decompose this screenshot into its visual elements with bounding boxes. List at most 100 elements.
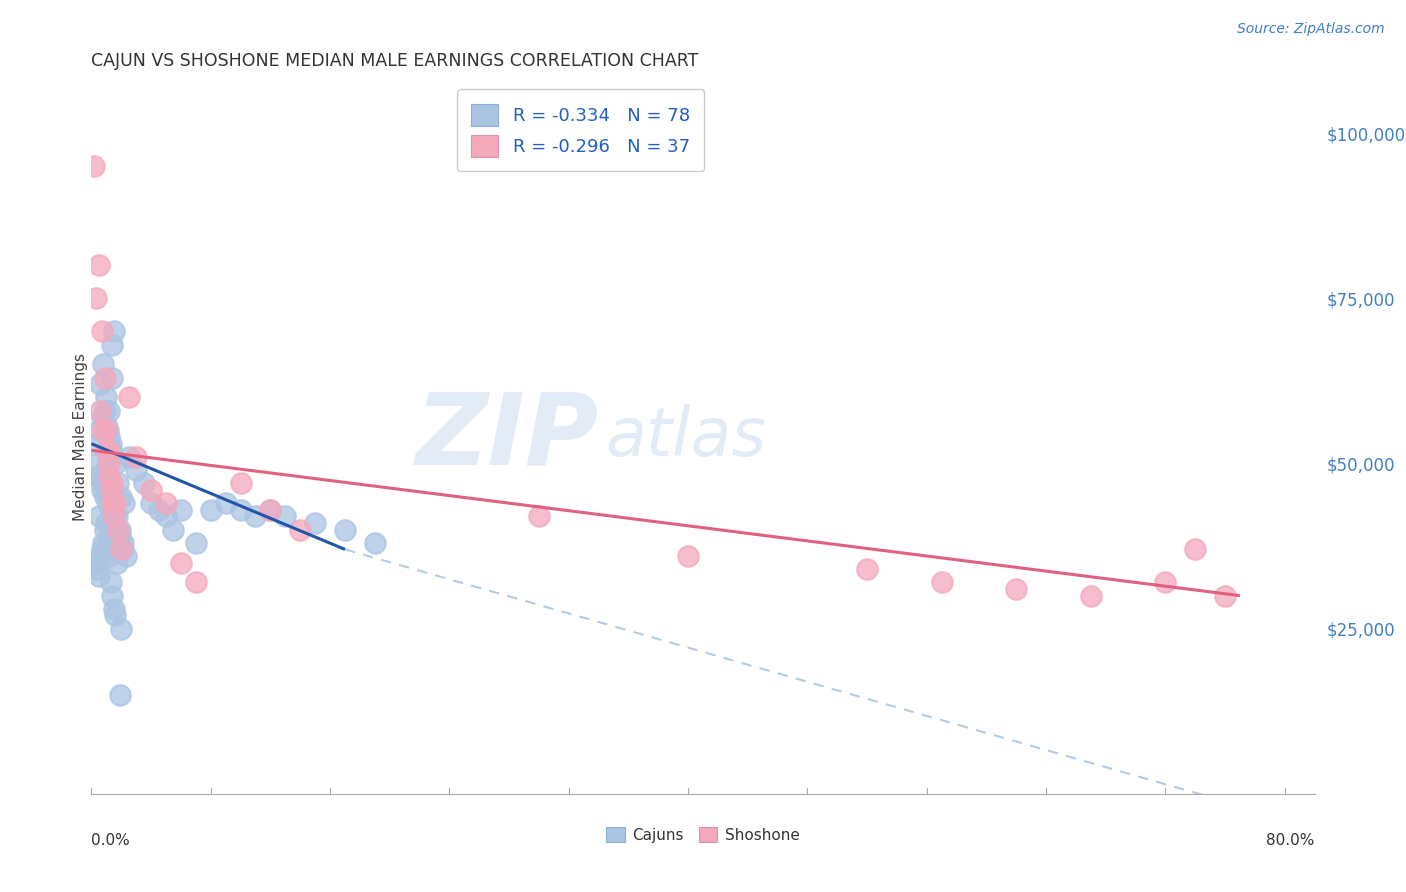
Point [110, 490, 132, 504]
Point [214, 496, 236, 510]
Point [527, 509, 550, 524]
Point [103, 509, 125, 524]
Point [110, 622, 132, 636]
Point [94, 523, 117, 537]
Point [170, 556, 193, 570]
Point [101, 589, 124, 603]
Point [86, 562, 108, 576]
Point [87, 509, 110, 524]
Text: Source: ZipAtlas.com: Source: ZipAtlas.com [1237, 22, 1385, 37]
Point [103, 496, 125, 510]
Point [112, 496, 135, 510]
Point [104, 496, 127, 510]
Point [94, 403, 117, 417]
Point [170, 502, 193, 516]
Point [139, 483, 162, 497]
Point [200, 502, 222, 516]
Point [90, 542, 112, 557]
Point [114, 549, 136, 563]
Point [98, 457, 121, 471]
Text: CAJUN VS SHOSHONE MEDIAN MALE EARNINGS CORRELATION CHART: CAJUN VS SHOSHONE MEDIAN MALE EARNINGS C… [91, 53, 699, 70]
Point [304, 516, 326, 530]
Point [90, 324, 112, 338]
Point [1080, 589, 1102, 603]
Point [229, 502, 252, 516]
Point [97, 496, 120, 510]
Point [105, 509, 128, 524]
Point [90, 476, 112, 491]
Point [87, 469, 110, 483]
Point [103, 509, 125, 524]
Point [118, 450, 141, 464]
Point [108, 523, 131, 537]
Point [155, 509, 177, 524]
Point [91, 424, 114, 438]
Point [1184, 542, 1206, 557]
Point [132, 476, 155, 491]
Point [94, 490, 117, 504]
Point [91, 358, 114, 372]
Point [184, 536, 207, 550]
Point [98, 430, 121, 444]
Point [155, 496, 177, 510]
Point [87, 424, 110, 438]
Point [676, 549, 699, 563]
Point [101, 496, 124, 510]
Point [86, 469, 108, 483]
Y-axis label: Median Male Earnings: Median Male Earnings [73, 353, 87, 521]
Point [1005, 582, 1028, 596]
Point [931, 575, 953, 590]
Point [84, 457, 107, 471]
Point [89, 549, 111, 563]
Point [96, 424, 118, 438]
Point [89, 377, 111, 392]
Point [125, 463, 148, 477]
Text: 80.0%: 80.0% [1267, 833, 1315, 848]
Point [101, 337, 124, 351]
Point [103, 324, 125, 338]
Point [84, 436, 107, 450]
Point [111, 536, 134, 550]
Point [107, 476, 129, 491]
Point [274, 509, 297, 524]
Point [259, 502, 281, 516]
Point [107, 523, 129, 537]
Point [94, 370, 117, 384]
Text: ZIP: ZIP [416, 389, 599, 485]
Point [100, 575, 122, 590]
Point [83, 159, 105, 173]
Point [1213, 589, 1236, 603]
Point [96, 391, 118, 405]
Point [89, 403, 111, 417]
Point [97, 536, 120, 550]
Point [90, 410, 112, 425]
Point [100, 483, 122, 497]
Point [118, 391, 141, 405]
Point [333, 523, 356, 537]
Point [98, 469, 121, 483]
Point [98, 549, 121, 563]
Point [100, 436, 122, 450]
Legend: Cajuns, Shoshone: Cajuns, Shoshone [599, 819, 807, 850]
Point [101, 476, 124, 491]
Point [125, 450, 148, 464]
Point [105, 523, 128, 537]
Point [364, 536, 387, 550]
Point [139, 496, 162, 510]
Point [229, 476, 252, 491]
Point [97, 450, 120, 464]
Point [290, 523, 312, 537]
Point [91, 536, 114, 550]
Point [111, 542, 134, 557]
Point [104, 608, 127, 623]
Point [107, 542, 129, 557]
Point [97, 443, 120, 458]
Point [97, 424, 120, 438]
Point [110, 542, 132, 557]
Point [184, 575, 207, 590]
Point [1154, 575, 1177, 590]
Point [100, 443, 122, 458]
Point [94, 463, 117, 477]
Point [108, 529, 131, 543]
Point [108, 688, 131, 702]
